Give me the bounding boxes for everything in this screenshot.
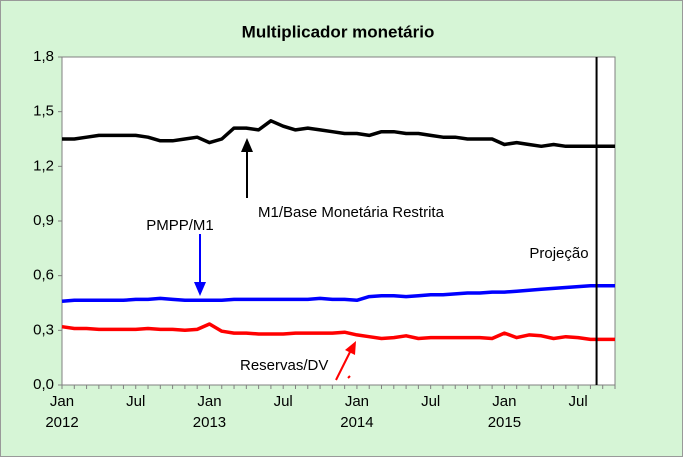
y-tick-label: 1,5 [33,103,54,120]
x-tick-label: Jul [274,393,293,410]
x-year-label: 2013 [193,414,226,431]
series-line [61,283,615,303]
series-line [61,322,615,342]
x-year-label: 2012 [45,414,78,431]
series-line [62,119,615,149]
arrow [347,375,351,379]
x-tick-label: Jul [569,393,588,410]
x-tick-label: Jul [126,393,145,410]
arrow-head [345,341,356,355]
annotation-arrows [194,138,351,379]
y-tick-label: 1,8 [33,48,54,65]
arrow-head [241,138,253,152]
chart-title: Multiplicador monetário [242,22,435,41]
annotation: Reservas/DV [240,357,328,374]
y-tick-label: 1,2 [33,157,54,174]
arrow [335,349,352,381]
x-tick-label: Jan [197,393,221,410]
x-tick-label: Jan [492,393,516,410]
y-tick-label: 0,0 [33,376,54,393]
x-tick-label: Jan [345,393,369,410]
annotation: PMPP/M1 [146,217,214,234]
projection-label: Projeção [529,245,588,262]
x-year-label: 2014 [340,414,373,431]
x-tick-label: Jul [421,393,440,410]
y-tick-label: 0,6 [33,267,54,284]
y-tick-label: 0,9 [33,212,54,229]
x-tick-label: Jan [50,393,74,410]
arrow-head [194,282,206,296]
annotation: M1/Base Monetária Restrita [258,204,445,221]
y-tick-label: 0,3 [33,321,54,338]
x-year-label: 2015 [488,414,521,431]
